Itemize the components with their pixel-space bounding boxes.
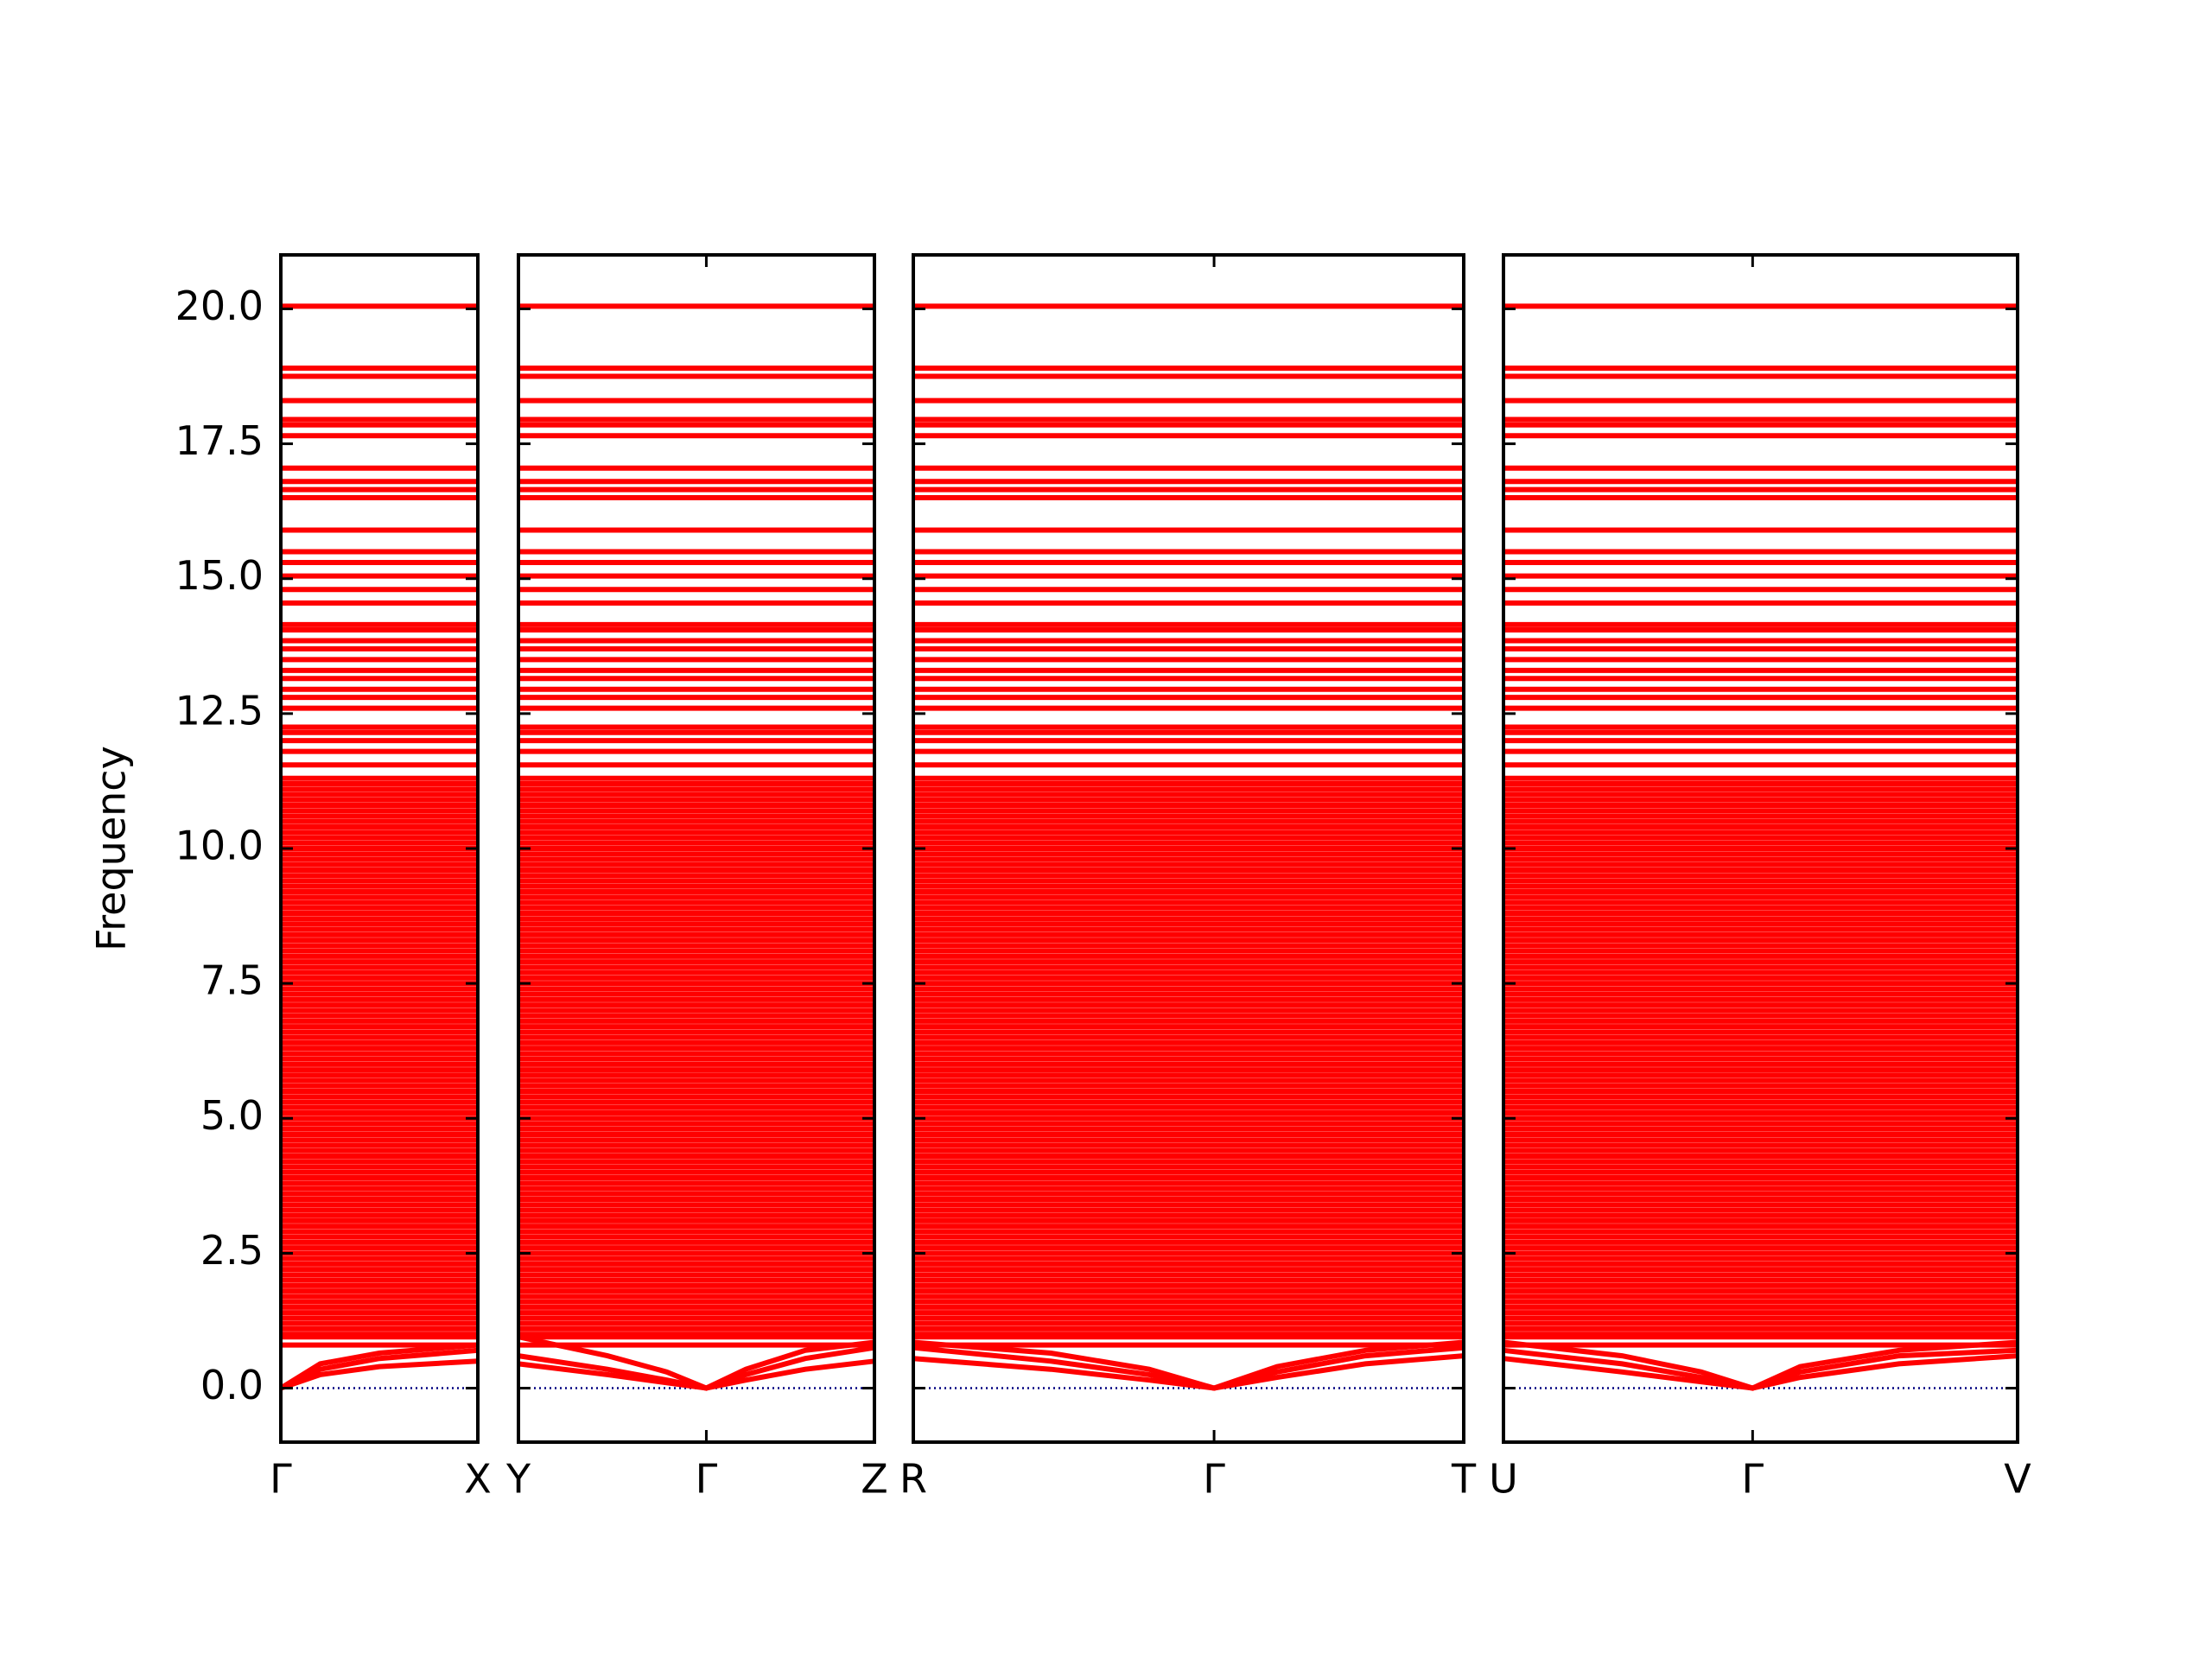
- y-axis-label: Frequency: [88, 746, 135, 951]
- x-tick-label: Z: [861, 1456, 888, 1503]
- panel-plot: [913, 303, 1464, 1389]
- acoustic-band: [279, 1334, 2018, 1391]
- y-tick-label: 0.0: [200, 1362, 264, 1408]
- y-tick-label: 10.0: [175, 823, 264, 869]
- x-tick-label: V: [2004, 1456, 2031, 1503]
- x-tick-label: Γ: [696, 1456, 718, 1503]
- x-tick-label: X: [464, 1456, 492, 1503]
- panel-plot: [1503, 303, 2018, 1389]
- panel-plot: [518, 303, 874, 1389]
- x-tick-label: Γ: [1203, 1456, 1225, 1503]
- y-tick-label: 7.5: [200, 957, 264, 1004]
- y-tick-label: 2.5: [200, 1227, 264, 1274]
- x-tick-label: T: [1451, 1456, 1477, 1503]
- panel-plot: [281, 303, 478, 1389]
- x-tick-label: Γ: [1742, 1456, 1764, 1503]
- y-tick-label: 17.5: [175, 417, 264, 464]
- x-tick-label: R: [899, 1456, 927, 1503]
- x-tick-label: U: [1489, 1456, 1518, 1503]
- x-tick-label: Γ: [270, 1456, 292, 1503]
- y-tick-label: 20.0: [175, 283, 264, 329]
- y-tick-label: 12.5: [175, 687, 264, 734]
- x-tick-label: Y: [505, 1456, 531, 1503]
- y-tick-label: 5.0: [200, 1092, 264, 1139]
- y-tick-label: 15.0: [175, 552, 264, 599]
